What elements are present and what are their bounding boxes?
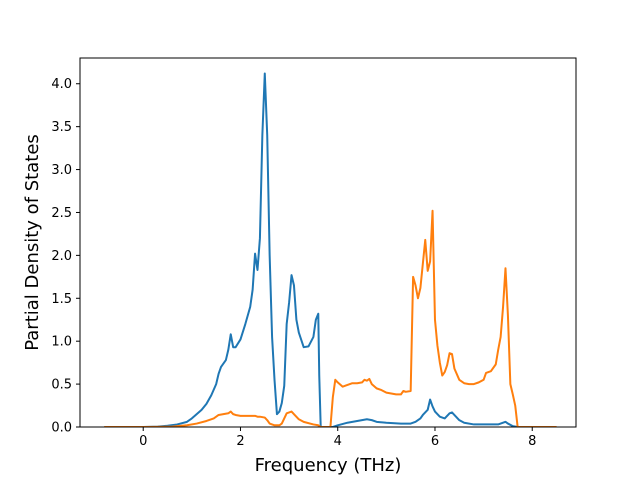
y-tick-label: 1.0 [51, 335, 72, 350]
y-tick-label: 2.5 [51, 206, 72, 221]
x-tick-label: 2 [236, 434, 244, 449]
x-tick-label: 0 [139, 434, 147, 449]
y-tick-label: 2.0 [51, 249, 72, 264]
x-tick-label: 4 [334, 434, 342, 449]
y-tick-label: 1.5 [51, 292, 72, 307]
y-tick-label: 3.0 [51, 163, 72, 178]
y-axis-ticks: 0.0 0.5 1.0 1.5 2.0 2.5 3.0 3.5 4.0 [51, 77, 80, 436]
plot-frame [79, 57, 577, 428]
y-tick-label: 0.5 [51, 378, 72, 393]
x-tick-label: 6 [431, 434, 439, 449]
y-tick-label: 0.0 [51, 421, 72, 436]
plot-lines [104, 72, 557, 427]
series-line-2 [104, 209, 557, 427]
x-axis-ticks: 0 2 4 6 8 [139, 427, 536, 449]
x-axis-label: Frequency (THz) [255, 455, 402, 476]
x-tick-label: 8 [528, 434, 536, 449]
y-axis-label: Partial Density of States [22, 134, 43, 351]
y-tick-label: 3.5 [51, 120, 72, 135]
y-tick-label: 4.0 [51, 77, 72, 92]
series-line-1 [104, 72, 557, 427]
